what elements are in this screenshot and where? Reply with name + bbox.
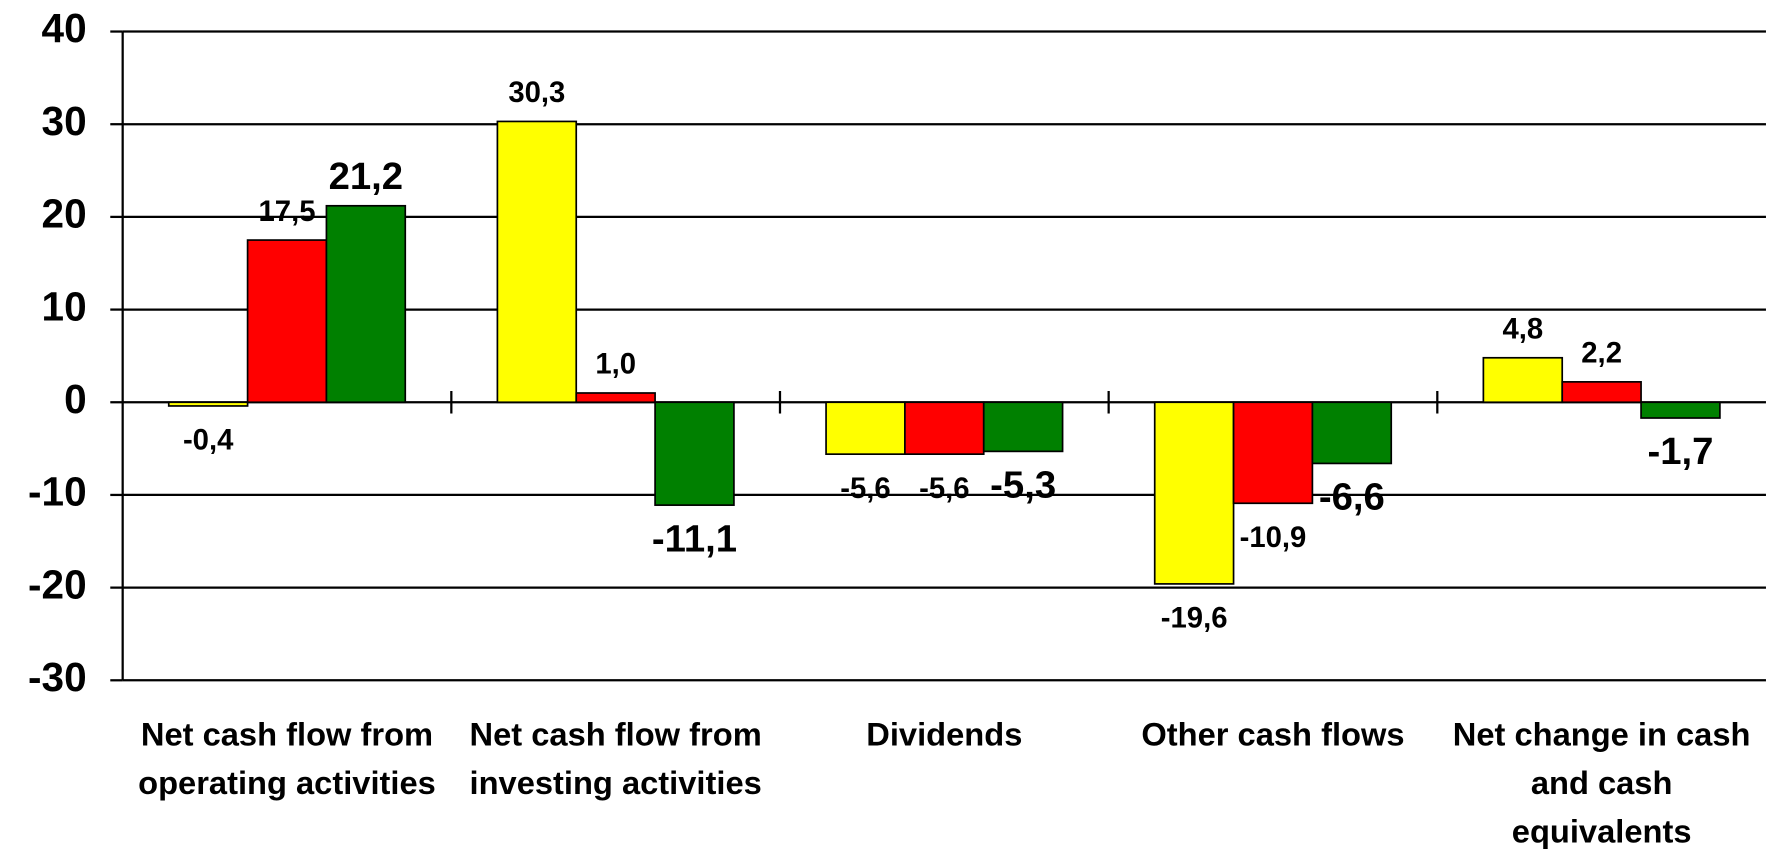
bar <box>576 393 655 402</box>
x-tick-label-box: Net change in cash and cash equivalents <box>1438 712 1765 856</box>
bar <box>1155 402 1234 584</box>
x-tick-label-box: Net cash flow from operating activities <box>124 712 451 856</box>
bar <box>905 402 984 454</box>
value-label: -6,6 <box>1319 476 1385 519</box>
y-tick-label: 10 <box>42 283 87 329</box>
value-label: -11,1 <box>652 517 737 560</box>
bar <box>169 402 248 406</box>
bar <box>326 206 405 402</box>
bar <box>826 402 905 454</box>
value-label: 1,0 <box>595 348 636 381</box>
bar <box>1312 402 1391 463</box>
value-label: 21,2 <box>329 155 404 198</box>
y-tick-label: 0 <box>64 376 87 422</box>
chart: -30 -20 -10 0 10 20 30 40 Net cash flow from ope… <box>0 0 1767 856</box>
y-tick-label: 40 <box>42 5 87 51</box>
value-label: -5,6 <box>919 472 969 505</box>
value-label: 2,2 <box>1581 337 1622 370</box>
y-tick-label: -30 <box>28 654 87 700</box>
x-tick-label-box: Other cash flows <box>1110 712 1437 856</box>
value-label: 30,3 <box>508 76 565 109</box>
x-tick-label: Net cash flow from operating activities <box>124 712 451 809</box>
value-label: 4,8 <box>1502 312 1543 345</box>
bar <box>1483 358 1562 402</box>
bar <box>248 240 327 402</box>
value-label: -19,6 <box>1161 602 1228 635</box>
value-label: -10,9 <box>1240 521 1307 554</box>
value-label: -5,6 <box>840 472 890 505</box>
x-tick-label-box: Dividends <box>781 712 1108 856</box>
x-tick-label-box: Net cash flow from investing activities <box>452 712 779 856</box>
bar <box>1562 382 1641 402</box>
y-tick-label: 30 <box>42 98 87 144</box>
value-label: 17,5 <box>259 195 316 228</box>
y-tick-label: -20 <box>28 561 87 607</box>
value-label: -1,7 <box>1647 430 1713 473</box>
x-tick-label: Net cash flow from investing activities <box>452 712 779 809</box>
bar <box>984 402 1063 451</box>
x-tick-label: Net change in cash and cash equivalents <box>1438 712 1765 856</box>
x-tick-label: Dividends <box>781 712 1108 760</box>
bar <box>655 402 734 505</box>
value-label: -5,3 <box>990 464 1056 507</box>
bar <box>1234 402 1313 503</box>
bar <box>497 121 576 402</box>
x-tick-label: Other cash flows <box>1110 712 1437 760</box>
y-tick-label: -10 <box>28 469 87 515</box>
page: -30 -20 -10 0 10 20 30 40 Net cash flow from ope… <box>0 0 1767 856</box>
value-label: -0,4 <box>183 424 234 457</box>
bar <box>1641 402 1720 418</box>
y-tick-label: 20 <box>42 191 87 237</box>
